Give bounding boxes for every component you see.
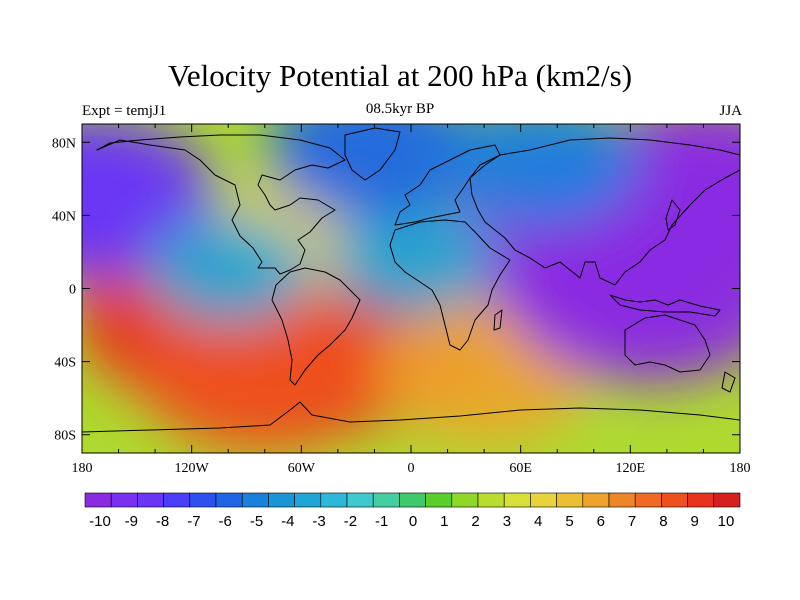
colorbar-label: -6 <box>219 513 232 530</box>
field-core-2 <box>188 320 341 421</box>
field-core-8 <box>82 147 168 247</box>
colorbar-swatch <box>268 492 295 508</box>
colorbar-label: 7 <box>628 513 636 530</box>
coast-south-america <box>271 267 361 386</box>
x-tick-label: 180 <box>72 461 93 476</box>
colorbar-label: -8 <box>156 513 169 530</box>
colorbar-swatch <box>687 492 715 508</box>
coast-japan <box>665 199 681 231</box>
x-tick-label: 60E <box>509 461 532 476</box>
coast-africa <box>389 219 511 351</box>
colorbar-label: 9 <box>691 513 699 530</box>
colorbar-swatch <box>713 492 741 508</box>
colorbar-label: -4 <box>281 513 294 530</box>
field-center-9 <box>146 217 311 324</box>
colorbar-swatch <box>530 492 557 508</box>
coast-asia <box>469 137 740 286</box>
colorbar-swatch <box>346 492 374 508</box>
y-tick-label: 80S <box>54 429 76 444</box>
experiment-label: Expt = temjJ1 <box>82 103 167 119</box>
colorbar-label: 10 <box>718 513 735 530</box>
colorbar-label: -3 <box>312 513 325 530</box>
colorbar-label: 5 <box>565 513 573 530</box>
coast-new-zealand <box>721 371 736 393</box>
axis-ticks: 180 120W 60W 0 60E 120E 180 80N 40N 0 40S 80S <box>52 124 751 476</box>
colorbar-label: -10 <box>89 513 111 530</box>
colorbar-swatch <box>110 492 138 508</box>
coast-north-america <box>96 134 346 275</box>
colorbar-swatch <box>634 492 662 508</box>
y-tick-label: 40S <box>54 356 76 371</box>
coast-greenland <box>344 127 401 181</box>
field-center-10 <box>329 208 493 315</box>
colorbar-swatch <box>189 492 217 508</box>
coast-indonesia <box>609 294 721 317</box>
colorbar-label: 4 <box>534 513 542 530</box>
colorbar-label: 3 <box>503 513 511 530</box>
plot-title: Velocity Potential at 200 hPa (km2/s) <box>167 58 633 93</box>
colorbar-swatch <box>399 492 426 508</box>
field-center-12 <box>438 124 639 226</box>
x-tick-label: 180 <box>730 461 751 476</box>
y-tick-label: 80N <box>52 136 76 151</box>
colorbar-label: 2 <box>471 513 479 530</box>
colorbar-swatch <box>163 492 191 508</box>
y-tick-label: 40N <box>52 209 76 224</box>
colorbar-label: -2 <box>344 513 357 530</box>
colorbar-swatch <box>294 492 322 508</box>
colorbar-swatch <box>661 492 688 508</box>
colorbar-swatch <box>372 492 400 508</box>
coast-madagascar <box>493 309 503 331</box>
colorbar-swatch <box>608 492 636 508</box>
colorbar-swatch <box>137 492 164 508</box>
colorbar-label: -7 <box>187 513 200 530</box>
colorbar-swatch <box>556 492 584 508</box>
colorbar-label: 6 <box>597 513 605 530</box>
x-tick-label: 120E <box>616 461 646 476</box>
colorbar: -10 -9 -8 -7 -6 -5 -4 -3 -2 -1 0 1 2 3 4 5 6 7 8 9 10 <box>84 492 741 530</box>
coastlines <box>82 127 740 433</box>
colorbar-label: -5 <box>250 513 263 530</box>
colorbar-label: -9 <box>125 513 138 530</box>
colorbar-swatch <box>241 492 269 508</box>
colorbar-swatch <box>215 492 243 508</box>
colorbar-swatch <box>320 492 348 508</box>
time-label: 08.5kyr BP <box>365 101 435 117</box>
colorbar-swatch <box>582 492 610 508</box>
colorbar-swatch <box>425 492 453 508</box>
colorbar-swatch <box>477 492 505 508</box>
colorbar-swatch <box>84 492 112 508</box>
coast-australia <box>624 314 711 373</box>
colorbar-swatch <box>503 492 531 508</box>
x-tick-label: 60W <box>288 461 316 476</box>
colorbar-label: -1 <box>375 513 388 530</box>
colorbar-label: 8 <box>659 513 667 530</box>
coast-antarctica <box>82 401 740 433</box>
colorbar-swatch <box>451 492 479 508</box>
velocity-potential-field <box>82 124 740 453</box>
x-tick-label: 120W <box>175 461 210 476</box>
season-label: JJA <box>719 103 742 119</box>
colorbar-label: 0 <box>409 513 417 530</box>
x-tick-label: 0 <box>408 461 415 476</box>
colorbar-label: 1 <box>440 513 448 530</box>
y-tick-label: 0 <box>69 283 76 298</box>
field-core-7 <box>616 140 740 255</box>
